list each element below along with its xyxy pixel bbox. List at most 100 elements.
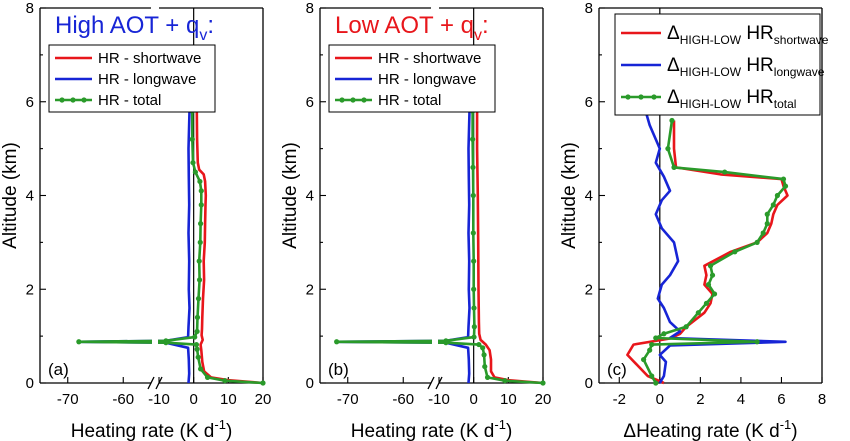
data-point-total bbox=[649, 373, 655, 379]
data-point-total bbox=[196, 258, 202, 264]
legend-marker bbox=[350, 97, 356, 103]
x-tick-label: -10 bbox=[148, 391, 170, 408]
y-tick-label: 8 bbox=[26, 0, 34, 17]
data-point-total bbox=[647, 347, 653, 353]
x-axis-title: Heating rate (K d-1) bbox=[351, 417, 513, 441]
data-point-total bbox=[480, 345, 486, 351]
data-point-total bbox=[471, 258, 477, 264]
data-point-total bbox=[722, 169, 728, 175]
x-tick-label: 4 bbox=[737, 391, 745, 408]
legend-label: ΔHIGH-LOW HRshortwave bbox=[667, 23, 829, 47]
data-point-total bbox=[189, 136, 195, 142]
series-line-total bbox=[642, 120, 787, 384]
y-tick-label: 8 bbox=[585, 0, 593, 17]
legend-label: HR - longwave bbox=[98, 71, 196, 88]
series-line-total bbox=[77, 111, 264, 385]
data-point-total bbox=[470, 192, 476, 199]
panel-2: 0 2 4 6 8 -70 -60 -10 0 10 20 Altitude (km) Heating … bbox=[280, 0, 551, 441]
data-point-total bbox=[653, 380, 659, 386]
x-tick-label: 10 bbox=[220, 391, 237, 408]
data-point-total bbox=[540, 380, 546, 386]
panel-title: Low AOT + qv: bbox=[335, 12, 489, 44]
x-tick-label: 2 bbox=[696, 391, 704, 408]
x-tick-label: 0 bbox=[469, 391, 477, 408]
data-point-total bbox=[774, 192, 781, 199]
data-point-total bbox=[198, 221, 204, 227]
data-point-total bbox=[481, 352, 487, 358]
data-point-total bbox=[502, 378, 508, 384]
data-point-total bbox=[482, 363, 488, 370]
legend: HR - shortwave HR - longwave HR - total bbox=[328, 44, 496, 113]
legend: ΔHIGH-LOW HRshortwave ΔHIGH-LOW HRlongwav… bbox=[614, 13, 829, 116]
data-point-total bbox=[770, 202, 776, 208]
data-point-total bbox=[780, 176, 787, 182]
data-point-total bbox=[197, 178, 203, 185]
data-point-total bbox=[705, 281, 712, 288]
legend-marker bbox=[70, 97, 76, 103]
series-line-longwave bbox=[77, 111, 191, 384]
y-tick-label: 6 bbox=[585, 94, 593, 111]
data-point-total bbox=[334, 339, 340, 345]
x-tick-label: -60 bbox=[392, 391, 414, 408]
series-line-longwave bbox=[335, 111, 471, 384]
x-tick-label: -70 bbox=[337, 391, 359, 408]
data-point-total bbox=[484, 374, 491, 380]
data-point-total bbox=[476, 341, 482, 348]
y-tick-label: 0 bbox=[585, 375, 593, 392]
x-tick-label: -10 bbox=[428, 391, 450, 408]
data-point-total bbox=[192, 169, 198, 175]
data-point-total bbox=[443, 338, 449, 344]
y-tick-label: 0 bbox=[26, 375, 34, 392]
y-tick-label: 6 bbox=[26, 94, 34, 111]
data-point-total bbox=[194, 346, 200, 352]
data-point-total bbox=[198, 188, 204, 194]
data-point-total bbox=[190, 160, 196, 166]
legend-label: ΔHIGH-LOW HRlongwave bbox=[667, 55, 825, 79]
x-tick-label: 10 bbox=[500, 391, 517, 408]
legend-label: HR - total bbox=[98, 92, 161, 109]
series-line-shortwave bbox=[195, 111, 264, 385]
legend-marker bbox=[81, 97, 87, 103]
legend-label: ΔHIGH-LOW HRtotal bbox=[667, 87, 796, 111]
data-point-total bbox=[470, 230, 476, 236]
legend-label: HR - shortwave bbox=[378, 50, 481, 67]
legend-marker bbox=[339, 97, 345, 103]
x-tick-label: -60 bbox=[112, 391, 134, 408]
data-point-total bbox=[260, 380, 266, 386]
data-point-total bbox=[195, 296, 202, 302]
y-tick-label: 4 bbox=[26, 188, 34, 205]
data-point-total bbox=[192, 334, 198, 340]
data-point-total bbox=[754, 239, 760, 245]
data-point-total bbox=[471, 324, 477, 330]
data-point-total bbox=[764, 211, 770, 217]
data-point-total bbox=[707, 263, 714, 269]
y-tick-label: 8 bbox=[306, 0, 314, 17]
data-point-total bbox=[204, 374, 211, 380]
data-point-total bbox=[782, 183, 789, 189]
series-line-longwave bbox=[644, 110, 787, 384]
panel-title: High AOT + qv: bbox=[55, 12, 214, 44]
x-axis-title: Heating rate (K d-1) bbox=[71, 417, 233, 441]
y-tick-label: 0 bbox=[306, 375, 314, 392]
series-line-shortwave bbox=[475, 111, 544, 385]
data-point-total bbox=[649, 341, 655, 348]
x-tick-label: 6 bbox=[777, 391, 785, 408]
x-tick-label: 8 bbox=[818, 391, 826, 408]
axis-break-mark bbox=[427, 376, 435, 390]
data-point-total bbox=[471, 334, 477, 340]
y-axis-title: Altitude (km) bbox=[559, 142, 580, 249]
y-axis-title: Altitude (km) bbox=[0, 142, 21, 249]
data-point-total bbox=[732, 249, 738, 255]
data-point-total bbox=[683, 324, 689, 330]
legend-marker bbox=[361, 97, 367, 103]
data-point-total bbox=[470, 164, 476, 170]
data-point-total bbox=[760, 230, 766, 236]
y-tick-label: 2 bbox=[26, 281, 34, 298]
axis-break-mark bbox=[147, 376, 155, 390]
data-point-total bbox=[695, 310, 701, 316]
panel-1: 0 2 4 6 8 -70 -60 -10 0 10 20 Altitude (km) Heating … bbox=[0, 0, 271, 441]
data-point-total bbox=[711, 291, 718, 297]
y-tick-label: 2 bbox=[306, 281, 314, 298]
data-point-total bbox=[198, 202, 204, 208]
data-point-total bbox=[196, 277, 203, 283]
